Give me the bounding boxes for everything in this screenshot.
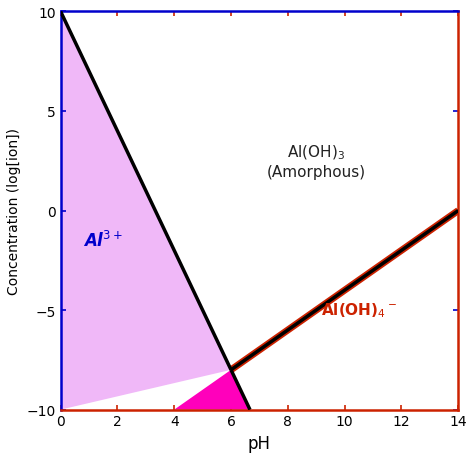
Text: Al$^{3+}$: Al$^{3+}$ [83, 231, 123, 251]
X-axis label: pH: pH [248, 434, 271, 452]
Text: Al(OH)$_3$
(Amorphous): Al(OH)$_3$ (Amorphous) [267, 144, 366, 179]
Polygon shape [174, 370, 250, 410]
Text: Al(OH)$_4$$^-$: Al(OH)$_4$$^-$ [321, 301, 397, 320]
Polygon shape [61, 12, 231, 410]
Y-axis label: Concentration (log[ion]): Concentration (log[ion]) [7, 128, 21, 294]
